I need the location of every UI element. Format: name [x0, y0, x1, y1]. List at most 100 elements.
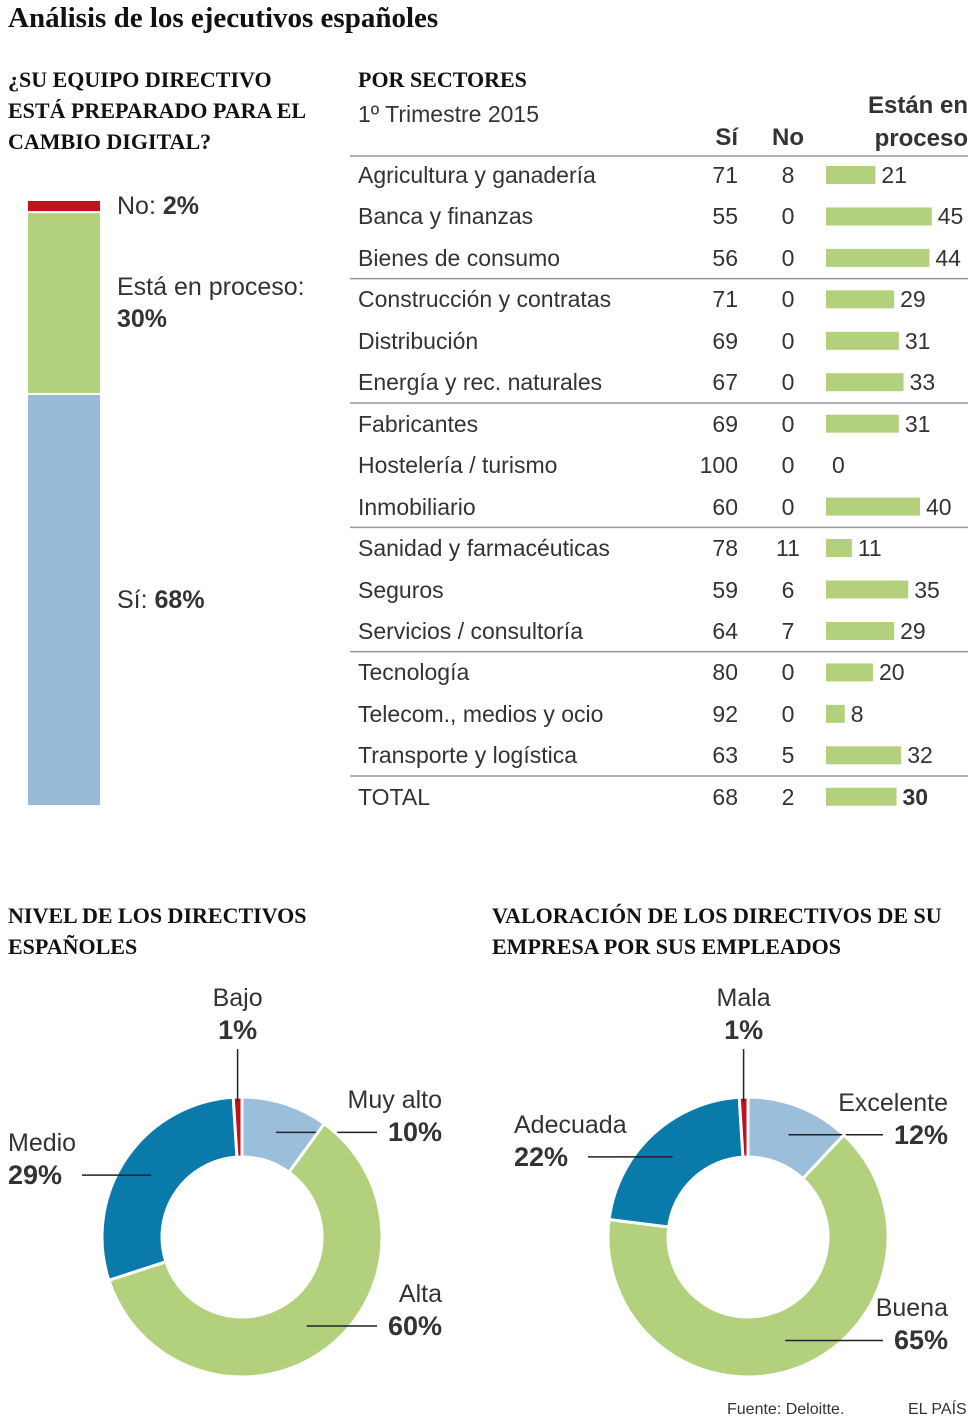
no-value: 2	[781, 783, 795, 810]
slice-value: 12%	[893, 1119, 948, 1150]
donut-slice	[606, 1132, 890, 1379]
slice-name: Buena	[875, 1294, 948, 1323]
no-value: 5	[781, 742, 795, 769]
row-label: Construcción y contratas	[358, 286, 612, 313]
no-value: 0	[781, 410, 795, 437]
row-label: Energía y rec. naturales	[358, 369, 603, 396]
no-value: 11	[776, 535, 800, 562]
slice-value: 65%	[893, 1325, 948, 1356]
si-value: 69	[712, 410, 738, 437]
slice-value: 1%	[218, 1015, 258, 1046]
slice-name: Adecuada	[514, 1110, 627, 1139]
no-value: 0	[781, 659, 795, 686]
page-title: Análisis de los ejecutivos españoles	[8, 2, 439, 34]
row-label: Hostelería / turismo	[358, 452, 558, 479]
bar-segment	[26, 199, 102, 214]
row-label: Banca y finanzas	[358, 203, 534, 230]
si-value: 68	[712, 783, 738, 810]
segment-name: Está en proceso:	[117, 273, 305, 302]
no-value: 0	[781, 327, 795, 354]
bar	[826, 331, 899, 350]
row-label: Distribución	[358, 327, 479, 354]
bar-segment	[26, 392, 102, 807]
si-value: 78	[712, 535, 738, 562]
row-label: Bienes de consumo	[358, 244, 561, 271]
bar	[826, 290, 895, 309]
segment-value: 30%	[117, 305, 168, 334]
segment-name: Sí:	[117, 585, 148, 614]
bar-value: 30	[902, 783, 929, 810]
bar	[826, 580, 909, 599]
bar	[826, 787, 897, 806]
row-label: TOTAL	[358, 783, 430, 810]
no-value: 0	[781, 493, 795, 520]
no-value: 6	[781, 576, 795, 603]
si-value: 60	[712, 493, 738, 520]
bar	[826, 166, 876, 184]
column-header: No	[772, 124, 804, 151]
no-value: 0	[781, 452, 795, 479]
slice-value: 22%	[514, 1141, 569, 1172]
slice-value: 29%	[8, 1160, 63, 1191]
bar-value: 0	[832, 452, 845, 479]
no-value: 0	[781, 203, 795, 230]
credit: EL PAÍS	[908, 1401, 967, 1418]
bar	[826, 497, 920, 516]
bar-value: 45	[937, 203, 964, 230]
row-label: Seguros	[358, 576, 444, 603]
row-label: Servicios / consultoría	[358, 617, 583, 644]
si-value: 71	[712, 162, 738, 188]
bar-value: 32	[907, 742, 933, 769]
segment-label: Sí: 68%	[117, 584, 307, 616]
chart-title: POR SECTORES	[358, 67, 527, 92]
bar-value: 31	[904, 410, 931, 437]
bar	[826, 704, 845, 723]
no-value: 0	[781, 700, 795, 727]
row-label: Transporte y logística	[358, 742, 578, 769]
slice-name: Alta	[398, 1279, 442, 1308]
donut-slice	[737, 1095, 750, 1159]
slice-name: Medio	[8, 1129, 77, 1158]
row-label: Inmobiliario	[358, 493, 476, 520]
row-label: Fabricantes	[358, 410, 479, 437]
bar-value: 40	[926, 493, 952, 520]
source: Fuente: Deloitte.	[727, 1401, 845, 1418]
slice-name: Muy alto	[347, 1086, 442, 1115]
bar-value: 29	[900, 617, 926, 644]
si-value: 63	[712, 742, 738, 769]
bar-value: 33	[909, 369, 936, 396]
row-label: Agricultura y ganadería	[358, 162, 596, 188]
si-value: 64	[712, 617, 738, 644]
slice-name: Bajo	[212, 984, 263, 1013]
slice-name: Mala	[716, 984, 771, 1013]
donut-slice	[607, 1095, 745, 1229]
donut-slice	[106, 1121, 384, 1379]
si-value: 69	[712, 327, 738, 354]
no-value: 0	[781, 286, 795, 313]
bar-value: 35	[914, 576, 940, 603]
bar	[826, 248, 930, 267]
bar-value: 21	[881, 162, 907, 188]
si-value: 59	[712, 576, 738, 603]
segment-label: Está en proceso: 30%	[117, 271, 307, 335]
bar-value: 8	[850, 700, 864, 727]
si-value: 67	[712, 369, 738, 396]
si-value: 55	[712, 203, 738, 230]
chart-title: ¿SU EQUIPO DIRECTIVO ESTÁ PREPARADO PARA…	[8, 67, 305, 154]
si-value: 92	[712, 700, 738, 727]
bar-value: 20	[879, 659, 905, 686]
bar-value: 11	[857, 535, 882, 562]
no-value: 7	[781, 617, 795, 644]
si-value: 100	[699, 452, 738, 479]
no-value: 0	[781, 244, 795, 271]
bar	[826, 663, 873, 682]
bar	[826, 373, 904, 392]
slice-value: 10%	[387, 1117, 442, 1148]
no-value: 8	[781, 162, 795, 188]
no-value: 0	[781, 369, 795, 396]
slice-value: 1%	[724, 1015, 764, 1046]
donut-slice	[231, 1095, 244, 1159]
chart-subtitle: 1º Trimestre 2015	[358, 101, 539, 127]
